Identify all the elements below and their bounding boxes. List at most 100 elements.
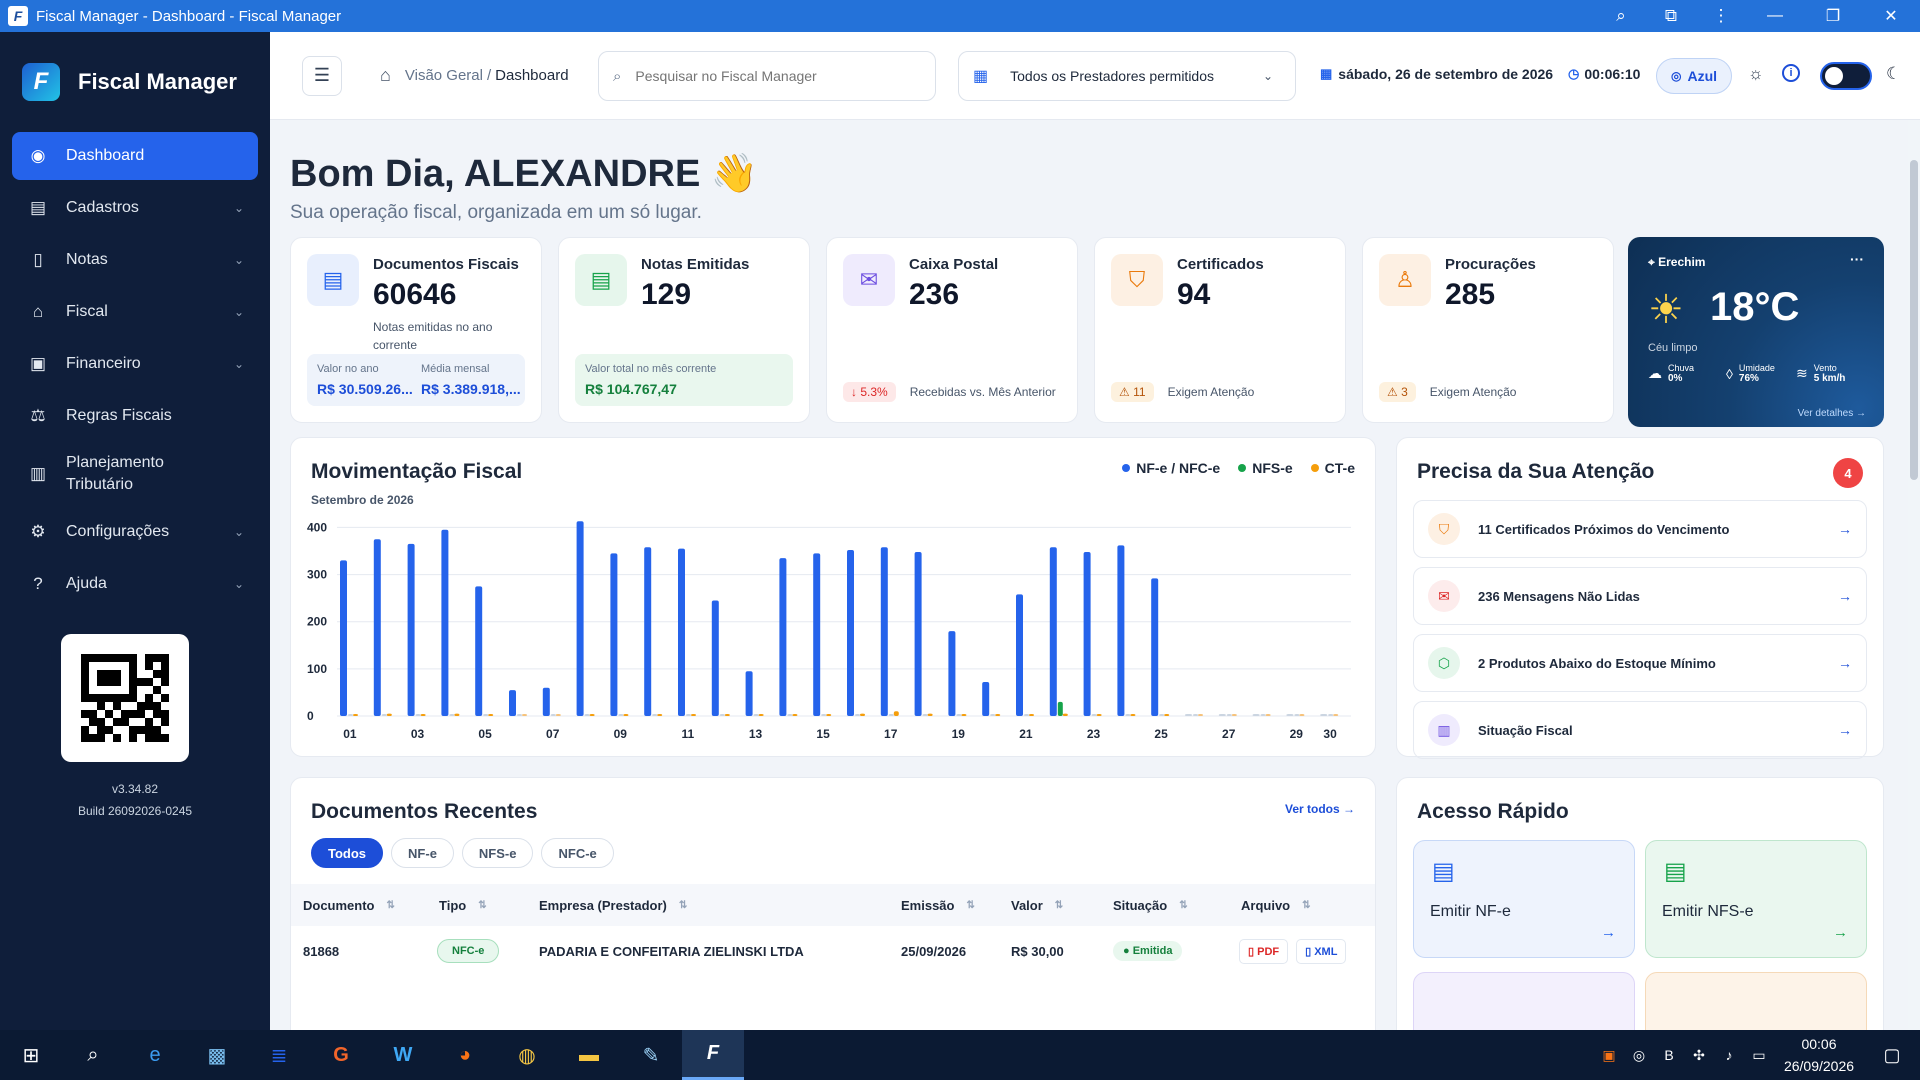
- volume-muted-icon[interactable]: ♪: [1725, 1047, 1733, 1063]
- xml-button[interactable]: ▯ XML: [1296, 938, 1347, 964]
- legend-nfe[interactable]: NF-e / NFC-e: [1122, 460, 1220, 476]
- table-row[interactable]: 81868 NFC-e PADARIA E CONFEITARIA ZIELIN…: [291, 926, 1375, 976]
- quick-tile-4[interactable]: [1645, 972, 1867, 1030]
- y-tick-label: 0: [307, 709, 314, 723]
- pdf-button[interactable]: ▯ PDF: [1239, 938, 1289, 964]
- year-value: R$ 30.509.26...: [317, 381, 413, 397]
- browser-ie-icon[interactable]: e: [149, 1043, 161, 1066]
- bar-cte: [454, 713, 460, 716]
- network-icon[interactable]: ✣: [1693, 1046, 1705, 1063]
- monitor-icon[interactable]: ▭: [1752, 1046, 1766, 1063]
- provider-select[interactable]: ▦ Todos os Prestadores permitidos ⌄: [958, 51, 1296, 101]
- sort-icon: ⇅: [478, 899, 487, 911]
- g-app-icon[interactable]: G: [333, 1043, 349, 1066]
- chrome-icon[interactable]: ◍: [518, 1044, 536, 1067]
- search-box[interactable]: ⌕: [598, 51, 936, 101]
- scrollbar-thumb[interactable]: [1910, 160, 1918, 480]
- tray-app-icon[interactable]: ▣: [1602, 1046, 1616, 1063]
- col-valor[interactable]: Valor ⇅: [1011, 884, 1063, 926]
- sidebar-item-financeiro[interactable]: ▣ Financeiro ⌄: [12, 340, 258, 388]
- bar-nfse: [550, 714, 556, 716]
- qr-code-pattern: [81, 654, 169, 742]
- legend-nfse[interactable]: NFS-e: [1238, 460, 1293, 476]
- fiscal-manager-taskbar-icon[interactable]: F: [682, 1030, 744, 1080]
- quick-tile-3[interactable]: [1413, 972, 1635, 1030]
- column-label: Tipo: [439, 897, 467, 913]
- legend-cte[interactable]: CT-e: [1310, 460, 1355, 476]
- x-tick-label: 23: [1087, 727, 1101, 741]
- weather-details-link[interactable]: Ver detalhes →: [1797, 408, 1866, 419]
- minimize-button[interactable]: —: [1767, 7, 1783, 24]
- col-tipo[interactable]: Tipo ⇅: [439, 884, 487, 926]
- search-input[interactable]: [635, 68, 906, 84]
- card-certificados[interactable]: ⛉ Certificados 94 ⚠ 11 Exigem Atenção: [1094, 237, 1346, 423]
- col-arquivo[interactable]: Arquivo ⇅: [1241, 884, 1311, 926]
- card-notas-emitidas[interactable]: ▤ Notas Emitidas 129 Valor total no mês …: [558, 237, 810, 423]
- quick-emitir-nfe[interactable]: ▤ Emitir NF-e →: [1413, 840, 1635, 958]
- view-all-link[interactable]: Ver todos →: [1284, 802, 1355, 816]
- quick-emitir-nfse[interactable]: ▤ Emitir NFS-e →: [1645, 840, 1867, 958]
- brand[interactable]: F Fiscal Manager: [0, 32, 270, 132]
- col-emissao[interactable]: Emissão ⇅: [901, 884, 975, 926]
- bar-cte: [386, 713, 392, 716]
- sidebar-item-notas[interactable]: ▯ Notas ⌄: [12, 236, 258, 284]
- col-documento[interactable]: Documento ⇅: [303, 884, 395, 926]
- column-label: Documento: [303, 897, 375, 913]
- notification-icon[interactable]: ▢: [1883, 1044, 1901, 1065]
- x-tick-label: 15: [816, 727, 830, 741]
- w-app-icon[interactable]: W: [393, 1043, 413, 1066]
- more-vertical-icon[interactable]: ⋮: [1712, 6, 1730, 25]
- breadcrumb-root[interactable]: Visão Geral: [404, 67, 483, 84]
- start-button[interactable]: ⊞: [22, 1044, 40, 1067]
- close-button[interactable]: ✕: [1884, 8, 1898, 25]
- wind-icon: ≋: [1796, 365, 1808, 381]
- filter-nfse[interactable]: NFS-e: [461, 838, 534, 868]
- attention-item-estoque[interactable]: ⬡ 2 Produtos Abaixo do Estoque Mínimo →: [1413, 634, 1867, 692]
- firefox-icon[interactable]: ◕: [458, 1043, 472, 1066]
- sidebar-item-fiscal[interactable]: ⌂ Fiscal ⌄: [12, 288, 258, 336]
- stack-app-icon[interactable]: ≣: [270, 1044, 288, 1067]
- card-documentos-fiscais[interactable]: ▤ Documentos Fiscais 60646 Notas emitida…: [290, 237, 542, 423]
- sidebar-item-label: Regras Fiscais: [66, 407, 172, 424]
- tray-circle-icon[interactable]: ◎: [1632, 1046, 1646, 1063]
- attention-item-certificados[interactable]: ⛉ 11 Certificados Próximos do Vencimento →: [1413, 500, 1867, 558]
- sidebar-item-dashboard[interactable]: ◉ Dashboard: [12, 132, 258, 180]
- attention-item-situacao[interactable]: ▥ Situação Fiscal →: [1413, 701, 1867, 759]
- sidebar-item-configuracoes[interactable]: ⚙ Configurações ⌄: [12, 508, 258, 556]
- file-explorer-icon[interactable]: ▬: [579, 1043, 599, 1066]
- database-icon[interactable]: ▩: [207, 1044, 227, 1067]
- filter-nfce[interactable]: NFC-e: [541, 838, 614, 868]
- search-icon[interactable]: ⌕: [87, 1043, 99, 1066]
- col-empresa[interactable]: Empresa (Prestador) ⇅: [539, 884, 687, 926]
- more-horizontal-icon[interactable]: ···: [1850, 251, 1864, 267]
- col-situacao[interactable]: Situação ⇅: [1113, 884, 1188, 926]
- theme-color-button[interactable]: ◎ Azul: [1656, 58, 1732, 94]
- moon-icon[interactable]: ☾: [1886, 64, 1902, 83]
- sidebar-item-regras-fiscais[interactable]: ⚖ Regras Fiscais: [12, 392, 258, 440]
- tipo-badge: NFC-e: [437, 939, 500, 963]
- filter-nfe[interactable]: NF-e: [391, 838, 454, 868]
- bar-cte: [1198, 714, 1203, 716]
- zoom-icon[interactable]: ⌕: [1616, 6, 1626, 25]
- weather-widget[interactable]: ⌖ Erechim ··· ☀ 18°C Céu limpo ☁ Chuva 0% …: [1628, 237, 1884, 427]
- dark-mode-toggle[interactable]: [1820, 62, 1872, 90]
- info-icon[interactable]: i: [1782, 64, 1800, 82]
- bar-cte: [1333, 714, 1339, 716]
- paint-icon[interactable]: ✎: [642, 1044, 660, 1067]
- card-caixa-postal[interactable]: ✉ Caixa Postal 236 ↓ 5.3% Recebidas vs. M…: [826, 237, 1078, 423]
- sidebar-item-planejamento[interactable]: ▥ Planejamento Tributário: [12, 444, 258, 504]
- cell-documento: 81868: [303, 943, 340, 959]
- card-procuracoes[interactable]: ♙ Procurações 285 ⚠ 3 Exigem Atenção: [1362, 237, 1614, 423]
- sidebar-item-cadastros[interactable]: ▤ Cadastros ⌄: [12, 184, 258, 232]
- attention-item-mensagens[interactable]: ✉ 236 Mensagens Não Lidas →: [1413, 567, 1867, 625]
- filter-todos[interactable]: Todos: [311, 838, 384, 868]
- sidebar-item-ajuda[interactable]: ? Ajuda ⌄: [12, 560, 258, 608]
- tray-b-icon[interactable]: B: [1664, 1047, 1674, 1063]
- restore-button[interactable]: ❐: [1825, 8, 1841, 25]
- extension-icon[interactable]: ⧉: [1664, 6, 1678, 25]
- menu-toggle-button[interactable]: ☰: [302, 55, 342, 96]
- home-icon[interactable]: ⌂: [380, 65, 391, 85]
- sun-icon[interactable]: ☼: [1748, 64, 1764, 83]
- page-scrollbar[interactable]: [1908, 120, 1920, 1030]
- taskbar-clock[interactable]: 00:06 26/09/2026: [1774, 1033, 1864, 1077]
